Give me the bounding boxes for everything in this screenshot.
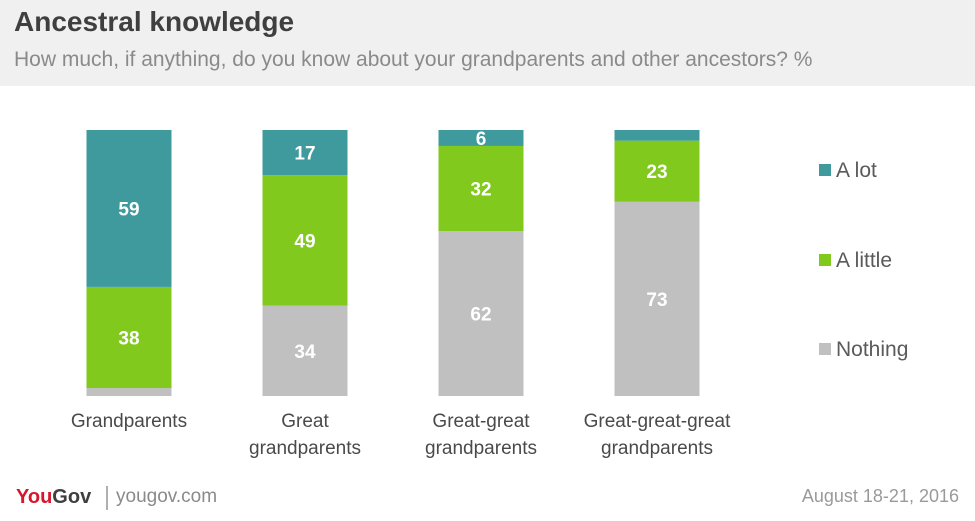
bar-nothing-3 (614, 201, 700, 396)
bar-a-little-1-label: 49 (294, 231, 315, 252)
bar-a-little-1 (262, 175, 348, 306)
chart-title: Ancestral knowledge (14, 6, 295, 37)
yougov-logo: YouGov (16, 486, 92, 508)
chart-header: Ancestral knowledge How much, if anythin… (0, 0, 975, 86)
legend-swatch-a-lot (819, 164, 831, 176)
bar-a-little-2-label: 32 (470, 180, 491, 201)
bar-a-little-2 (438, 145, 524, 232)
legend-label-a-little: A little (836, 249, 892, 272)
bar-a-lot-1-label: 17 (294, 144, 315, 165)
bar-a-lot-0-label: 59 (118, 199, 139, 220)
chart-subtitle: How much, if anything, do you know about… (14, 48, 813, 71)
chart-footer: YouGov yougov.com August 18-21, 2016 (0, 466, 975, 521)
site-link[interactable]: yougov.com (116, 486, 218, 507)
bar-a-little-3-label: 23 (646, 162, 667, 183)
bar-a-lot-3 (614, 130, 700, 141)
bar-a-lot-2-label: 6 (476, 129, 487, 150)
bar-nothing-1 (262, 305, 348, 396)
legend-swatch-nothing (819, 343, 831, 355)
bar-a-little-0 (86, 286, 172, 389)
category-label-1-line-1: grandparents (249, 438, 361, 459)
bar-nothing-3-label: 73 (646, 290, 667, 311)
bar-nothing-2 (438, 231, 524, 396)
category-label-2-line-0: Great-great (432, 411, 530, 432)
survey-date: August 18-21, 2016 (801, 486, 959, 506)
category-label-3-line-1: grandparents (601, 438, 713, 459)
stacked-bar-chart: 38 59 Grandparents 34 49 17 Great grandparents 6… (71, 129, 908, 459)
category-label-2-line-1: grandparents (425, 438, 537, 459)
category-label-3-line-0: Great-great-great (584, 411, 732, 432)
legend-label-nothing: Nothing (836, 338, 908, 361)
bar-nothing-1-label: 34 (294, 342, 316, 363)
bar-nothing-2-label: 62 (470, 305, 491, 326)
bar-a-lot-2 (438, 130, 524, 146)
category-label-0-line-0: Grandparents (71, 411, 187, 432)
category-label-1-line-0: Great (281, 411, 329, 432)
bar-nothing-0 (86, 388, 172, 396)
legend-label-a-lot: A lot (836, 159, 877, 182)
bar-a-lot-0 (86, 130, 172, 287)
footer-divider (106, 486, 108, 510)
legend-swatch-a-little (819, 254, 831, 266)
bar-a-little-0-label: 38 (118, 328, 139, 349)
bar-a-lot-1 (262, 130, 348, 176)
bar-a-little-3 (614, 140, 700, 202)
